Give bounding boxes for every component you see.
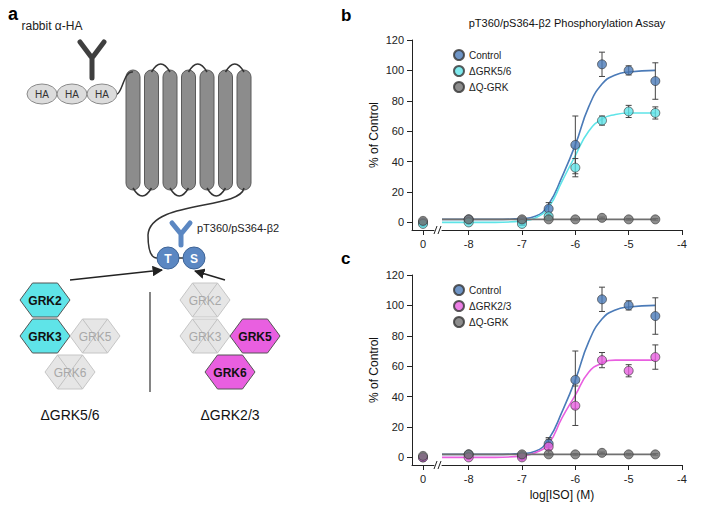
svg-text:60: 60 [392,360,404,372]
svg-text:ΔQ-GRK: ΔQ-GRK [469,317,509,328]
svg-text:80: 80 [392,95,404,107]
svg-text:GRK2: GRK2 [28,294,62,308]
svg-text:-4: -4 [677,238,687,250]
svg-text:pT360/pS364-β2: pT360/pS364-β2 [197,222,279,234]
svg-text:-5: -5 [624,473,634,485]
svg-text:ΔGRK2/3: ΔGRK2/3 [469,301,512,312]
svg-text:pT360/pS364-β2 Phosphorylation: pT360/pS364-β2 Phosphorylation Assay [469,17,666,29]
svg-text:120: 120 [386,34,404,46]
svg-text:ΔQ-GRK: ΔQ-GRK [469,82,509,93]
svg-text:GRK3: GRK3 [28,330,62,344]
svg-text:GRK6: GRK6 [54,366,87,380]
svg-text:0: 0 [398,451,404,463]
svg-text:b: b [341,6,351,25]
svg-text:GRK5: GRK5 [79,330,112,344]
svg-text:-7: -7 [517,238,527,250]
svg-text:S: S [190,252,198,266]
svg-text:HA: HA [65,89,79,100]
svg-text:-7: -7 [517,473,527,485]
svg-text:Control: Control [469,50,501,61]
svg-text:0: 0 [420,238,426,250]
svg-text:40: 40 [392,391,404,403]
svg-text:GRK2: GRK2 [189,294,222,308]
svg-text:% of Control: % of Control [367,337,381,403]
svg-text:a: a [8,4,19,24]
svg-text:80: 80 [392,330,404,342]
svg-text:GRK5: GRK5 [238,330,272,344]
svg-text:20: 20 [392,186,404,198]
svg-text:-6: -6 [570,473,580,485]
svg-text:Control: Control [469,285,501,296]
svg-text:ΔGRK5/6: ΔGRK5/6 [469,66,512,77]
svg-text:0: 0 [420,473,426,485]
svg-text:40: 40 [392,156,404,168]
svg-text:-5: -5 [624,238,634,250]
svg-text:T: T [164,252,172,266]
svg-text:ΔGRK5/6: ΔGRK5/6 [40,407,99,423]
svg-text:log[ISO] (M): log[ISO] (M) [530,488,595,502]
svg-text:60: 60 [392,125,404,137]
svg-text:c: c [341,249,350,268]
svg-text:100: 100 [386,299,404,311]
svg-text:20: 20 [392,421,404,433]
svg-text:HA: HA [35,89,49,100]
svg-text:-6: -6 [570,238,580,250]
svg-text:rabbit α-HA: rabbit α-HA [22,19,83,33]
svg-text:GRK6: GRK6 [213,366,247,380]
svg-text:GRK3: GRK3 [189,330,222,344]
svg-text:-8: -8 [464,473,474,485]
svg-text:100: 100 [386,64,404,76]
svg-text:120: 120 [386,269,404,281]
svg-text:% of Control: % of Control [367,102,381,168]
svg-text:-8: -8 [464,238,474,250]
svg-text:HA: HA [95,89,109,100]
svg-text:0: 0 [398,216,404,228]
svg-text:ΔGRK2/3: ΔGRK2/3 [200,407,259,423]
svg-text:-4: -4 [677,473,687,485]
